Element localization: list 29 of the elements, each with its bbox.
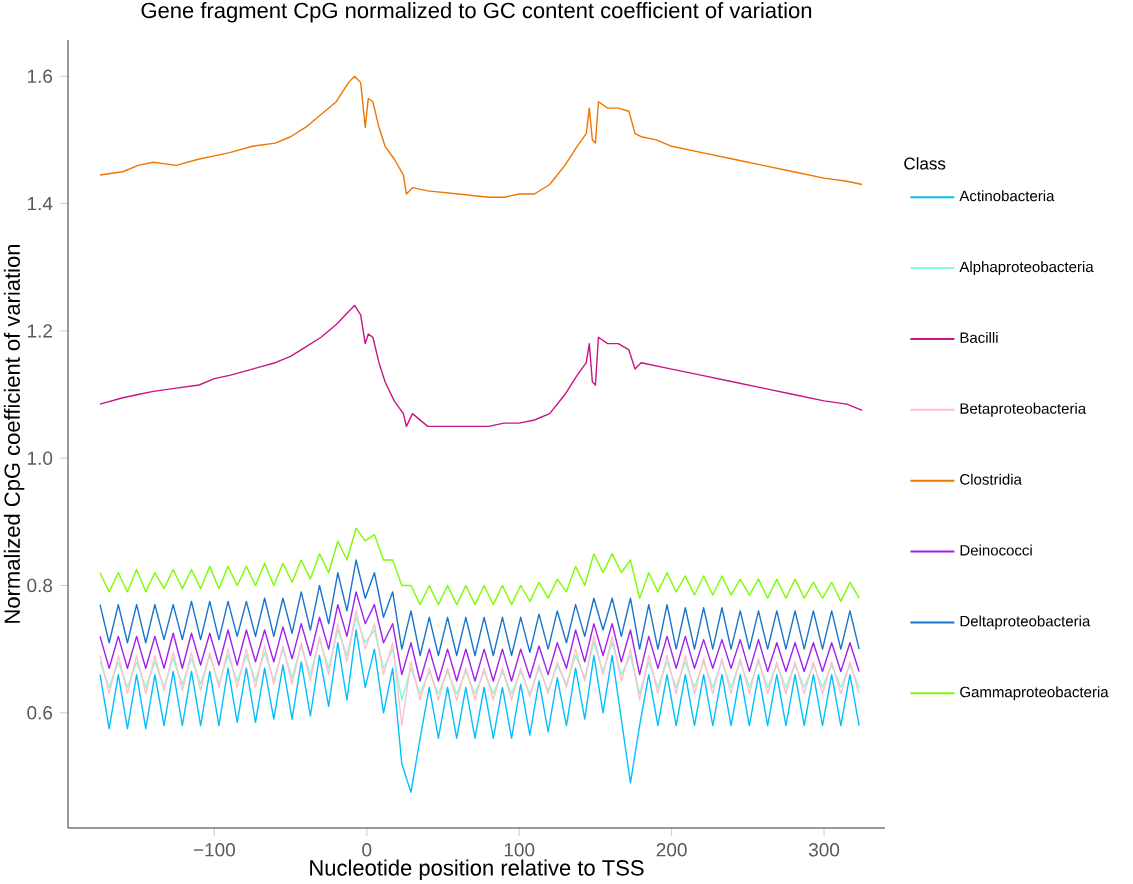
y-tick-label: 1.2 bbox=[27, 324, 52, 338]
x-tick-label: −100 bbox=[193, 843, 235, 857]
y-tick-label: 1.4 bbox=[27, 197, 53, 211]
legend-label: Actinobacteria bbox=[959, 190, 1055, 202]
y-tick-label: 0.6 bbox=[27, 706, 53, 720]
y-tick-label: 1.6 bbox=[27, 69, 53, 83]
line-series bbox=[99, 616, 860, 701]
x-tick-label: 300 bbox=[808, 843, 840, 857]
x-tick-label: 100 bbox=[504, 843, 535, 857]
y-tick-label: 1.0 bbox=[27, 451, 53, 465]
legend-title: Class bbox=[904, 157, 946, 170]
legend-label: Bacilli bbox=[960, 331, 998, 343]
line-series bbox=[99, 527, 860, 606]
y-tick-label: 0.8 bbox=[27, 578, 53, 593]
line-series bbox=[99, 559, 860, 657]
legend-label: Clostridia bbox=[960, 473, 1022, 485]
x-axis-title: Nucleotide position relative to TSS bbox=[310, 859, 644, 880]
legend-label: Deinococci bbox=[960, 544, 1032, 556]
line-series bbox=[99, 75, 863, 198]
legend-label: Deltaproteobacteria bbox=[960, 615, 1091, 630]
line-series bbox=[99, 610, 860, 727]
line-series bbox=[99, 591, 860, 682]
legend-label: Gammaproteobacteria bbox=[960, 686, 1109, 701]
legend-label: Betaproteobacteria bbox=[960, 402, 1087, 417]
x-tick-label: 0 bbox=[362, 843, 372, 857]
x-tick-label: 200 bbox=[656, 843, 687, 857]
legend-label: Alphaproteobacteria bbox=[959, 261, 1094, 276]
y-axis-title: Normalized CpG coefficient of variation bbox=[3, 244, 25, 623]
chart-title: Gene fragment CpG normalized to GC content coefficient of variation bbox=[141, 2, 812, 23]
